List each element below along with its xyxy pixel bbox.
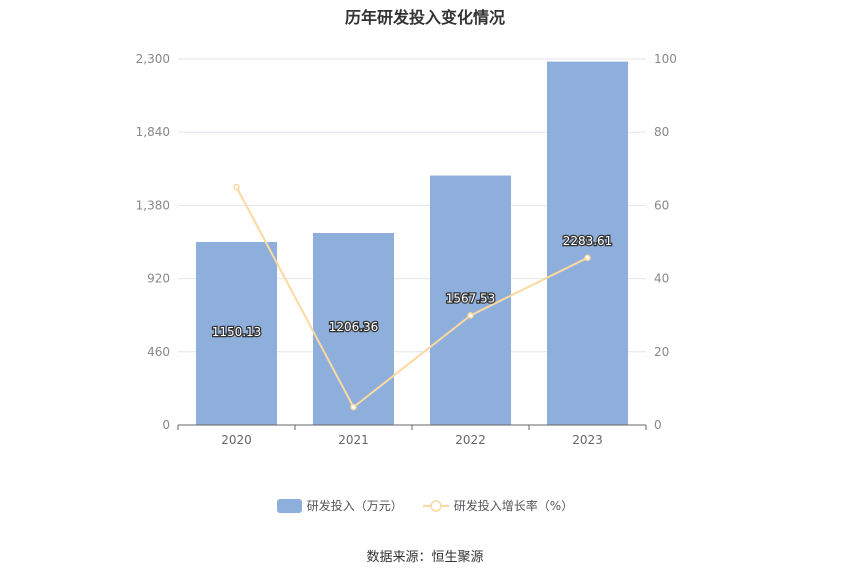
y-left-tick-label: 460 xyxy=(147,345,170,359)
y-right-tick-label: 80 xyxy=(654,125,669,139)
y-left-tick-label: 920 xyxy=(147,272,170,286)
y-right-tick-label: 100 xyxy=(654,52,677,66)
legend-bar-label: 研发投入（万元） xyxy=(306,499,403,513)
data-source-note: 数据来源：恒生聚源 xyxy=(366,550,484,565)
y-right-tick-label: 0 xyxy=(654,418,662,432)
y-left-tick-label: 1,380 xyxy=(136,198,170,212)
bar-value-label: 2283.61 xyxy=(563,234,613,248)
y-left-tick-label: 1,840 xyxy=(136,125,170,139)
x-tick-label: 2020 xyxy=(221,433,252,447)
y-right-tick-label: 40 xyxy=(654,272,669,286)
bar xyxy=(430,175,511,425)
growth-point xyxy=(350,403,357,411)
y-left-tick-label: 0 xyxy=(162,418,170,432)
x-tick-label: 2022 xyxy=(455,433,486,447)
bar xyxy=(547,61,628,425)
chart-title: 历年研发投入变化情况 xyxy=(344,8,505,27)
legend-item-bar[interactable]: 研发投入（万元） xyxy=(276,497,403,514)
bar-value-label: 1567.53 xyxy=(446,291,496,305)
legend-line-label: 研发投入增长率（%） xyxy=(453,499,574,513)
bar xyxy=(196,241,277,425)
growth-line xyxy=(235,186,588,409)
bar xyxy=(313,233,394,425)
y-left-tick-label: 2,300 xyxy=(136,52,170,66)
growth-point xyxy=(467,312,474,319)
x-tick-label: 2023 xyxy=(572,433,603,447)
growth-point xyxy=(584,254,591,262)
chart-legend: 研发投入（万元） 研发投入增长率（%） xyxy=(0,497,850,514)
legend-line-swatch xyxy=(422,499,449,512)
bar-value-label: 1150.13 xyxy=(212,325,262,339)
y-right-tick-label: 60 xyxy=(654,198,669,212)
growth-point xyxy=(233,183,240,191)
legend-item-line[interactable]: 研发投入增长率（%） xyxy=(422,497,574,514)
x-tick-label: 2021 xyxy=(338,433,369,447)
bar-value-label: 1206.36 xyxy=(329,320,379,334)
y-right-tick-label: 20 xyxy=(654,345,669,359)
legend-bar-swatch xyxy=(276,498,302,513)
